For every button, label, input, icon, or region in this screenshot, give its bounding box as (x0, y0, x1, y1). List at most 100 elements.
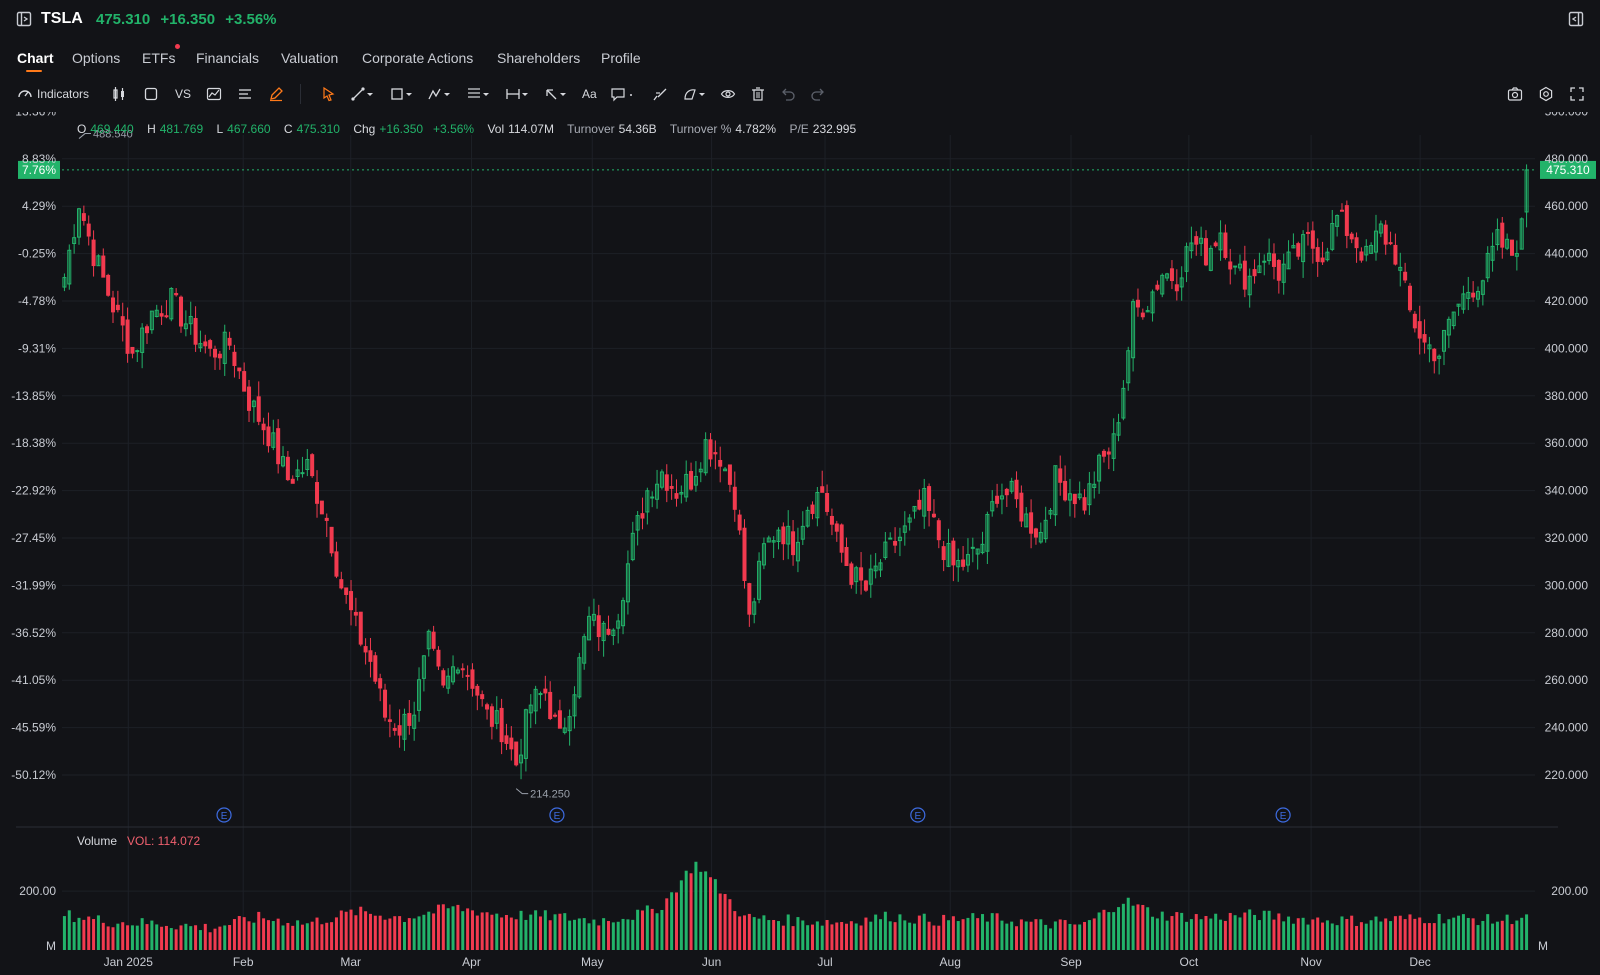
time-axis-label: Jan 2025 (104, 955, 154, 969)
tab-profile[interactable]: Profile (601, 50, 641, 66)
tab-shareholders[interactable]: Shareholders (497, 50, 581, 66)
candle-body (567, 716, 572, 732)
undo-button[interactable] (780, 85, 796, 103)
drawing-templates-tool[interactable] (682, 85, 708, 103)
volume-bar (1136, 904, 1140, 950)
price-axis-label: 260.000 (1545, 673, 1589, 687)
candle-body (791, 531, 796, 556)
candle-body (402, 713, 407, 740)
tab-financials[interactable]: Financials (196, 50, 260, 66)
cursor-tool[interactable] (321, 85, 337, 103)
candle-body (820, 486, 825, 493)
candle-body (732, 486, 737, 510)
volume-bar (981, 914, 985, 950)
candle-body (863, 580, 868, 591)
compare-button[interactable]: VS (175, 85, 191, 103)
candle-body (912, 505, 917, 512)
volume-bar (1068, 923, 1072, 950)
price-axis-label: 340.000 (1545, 484, 1589, 498)
volume-bar (708, 877, 712, 950)
volume-bar (1010, 921, 1014, 950)
screenshot-button[interactable] (1507, 85, 1523, 103)
candle-body (771, 540, 776, 543)
text-tool[interactable]: Aa (582, 85, 597, 103)
volume-series (62, 861, 1529, 950)
indicators-button[interactable]: Indicators (17, 85, 89, 103)
tab-etfs[interactable]: ETFs (142, 50, 176, 66)
candle-body (854, 567, 859, 583)
arrow-tool[interactable] (543, 85, 569, 103)
trendline-tool[interactable] (350, 85, 376, 103)
settings-button[interactable] (1538, 85, 1554, 103)
collapse-panel-icon[interactable] (1568, 11, 1584, 27)
percent-axis-label: -31.99% (11, 578, 56, 592)
tab-valuation[interactable]: Valuation (281, 50, 339, 66)
candle-body (1359, 251, 1364, 261)
candle-body (110, 297, 116, 313)
candle-body (1364, 245, 1369, 256)
volume-bar (514, 919, 518, 950)
candle-body (76, 208, 82, 238)
candle-body (669, 485, 674, 489)
candle-body (907, 517, 912, 523)
candle-body (591, 613, 596, 621)
brush-icon (653, 88, 667, 101)
volume-bar (679, 880, 683, 950)
pattern-tool[interactable] (427, 85, 453, 103)
volume-bar (917, 915, 921, 950)
candle-body (417, 679, 422, 711)
volume-bar (704, 871, 708, 950)
volume-bar (961, 919, 965, 950)
candle-body (397, 725, 402, 736)
volume-bar (713, 879, 717, 950)
fullscreen-button[interactable] (1569, 85, 1585, 103)
candle-body (1189, 242, 1194, 252)
candle-body (693, 475, 698, 486)
volume-bar (213, 928, 217, 950)
volume-bar (1457, 915, 1461, 950)
chart-axes: 500.000 13.36% 480.000 8.83% 460.000 4.29% 440… (11, 112, 1588, 969)
fibonacci-tool[interactable] (466, 85, 492, 103)
percent-axis-label: -13.85% (11, 389, 56, 403)
candle-body (203, 341, 208, 347)
visibility-toggle[interactable] (720, 85, 736, 103)
volume-bar (393, 916, 397, 950)
candle-body (1223, 232, 1228, 258)
candlestick-chart[interactable]: 475.310 7.76% 488.540 214.250 E E E E 500.000 13… (0, 112, 1600, 975)
vol-value: 114.07M (508, 122, 554, 136)
shape-tool[interactable] (389, 85, 415, 103)
panel-toggle-icon[interactable] (16, 11, 32, 27)
candle-body (897, 536, 902, 542)
line-chart-button[interactable] (206, 85, 222, 103)
volume-bar (1447, 919, 1451, 950)
candle-body (271, 432, 276, 448)
delete-drawings-button[interactable] (750, 85, 766, 103)
volume-bar (728, 899, 732, 950)
drawing-mode-button[interactable] (268, 85, 284, 103)
candle-body (62, 277, 67, 288)
chart-type-button[interactable] (111, 85, 127, 103)
candlestick-series (62, 164, 1529, 780)
candle-body (659, 471, 664, 488)
timeframe-button[interactable] (143, 85, 159, 103)
percent-axis-label: 8.83% (22, 152, 56, 166)
template-button[interactable] (237, 85, 253, 103)
volume-bar (203, 923, 207, 950)
candle-body (1301, 234, 1306, 263)
percent-axis-label: -27.45% (11, 531, 56, 545)
measure-tool[interactable] (505, 85, 531, 103)
tab-options[interactable]: Options (72, 50, 121, 66)
arrow-icon (546, 89, 566, 100)
volume-bar (1398, 915, 1402, 950)
candle-body (101, 255, 106, 278)
redo-button[interactable] (810, 85, 826, 103)
tab-chart[interactable]: Chart (17, 50, 54, 66)
candle-body (674, 493, 679, 499)
volume-bar (130, 925, 134, 950)
candle-body (893, 541, 898, 546)
tab-corporate-actions[interactable]: Corporate Actions (362, 50, 474, 66)
candle-body (387, 719, 392, 722)
candle-body (625, 563, 630, 603)
brush-tool[interactable] (652, 85, 668, 103)
callout-tool[interactable] (610, 85, 636, 103)
